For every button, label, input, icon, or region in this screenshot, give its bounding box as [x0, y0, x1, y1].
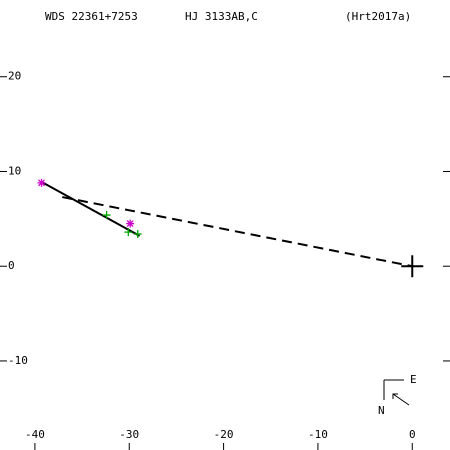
point [124, 228, 133, 237]
point [126, 219, 135, 228]
x-tick-label: -40 [25, 428, 45, 441]
compass-east: E [410, 373, 417, 386]
point [133, 230, 142, 238]
compass-arrow [392, 393, 410, 406]
point [102, 211, 111, 220]
x-tick-label: -30 [119, 428, 139, 441]
y-tick-label: 10 [8, 164, 21, 177]
point [401, 255, 424, 278]
compass-north: N [378, 404, 385, 417]
y-tick-label: -10 [8, 354, 28, 367]
x-tick-label: -20 [214, 428, 234, 441]
compass-arrowhead [392, 393, 398, 399]
x-tick-label: -10 [308, 428, 328, 441]
chart-subtitle: HJ 3133AB,C [185, 10, 258, 23]
x-tick-label: 0 [409, 428, 416, 441]
point [37, 178, 46, 187]
compass [383, 379, 410, 406]
line [62, 196, 413, 268]
chart-title: WDS 22361+7253 [45, 10, 138, 23]
reference: (Hrt2017a) [345, 10, 411, 23]
y-tick-label: 0 [8, 259, 15, 272]
y-tick-label: 20 [8, 70, 21, 83]
line [41, 181, 141, 237]
